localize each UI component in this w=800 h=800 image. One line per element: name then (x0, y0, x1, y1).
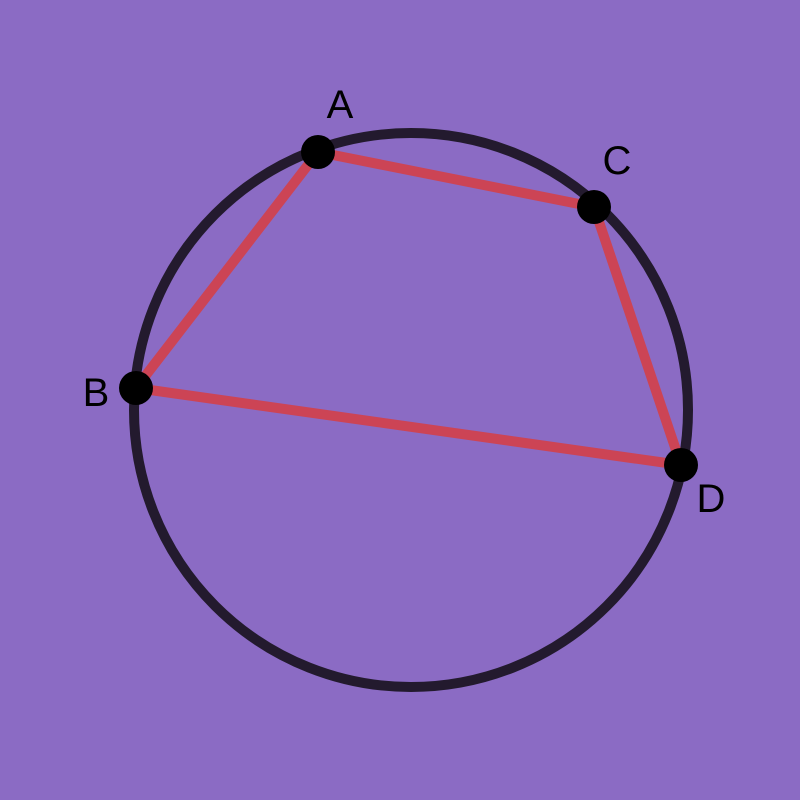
label-a: A (327, 83, 354, 127)
label-b: B (83, 371, 110, 415)
vertex-labels: A B C D (83, 83, 726, 521)
point-b (119, 371, 153, 405)
quadrilateral-edges (131, 147, 686, 470)
point-c (577, 190, 611, 224)
circumscribed-circle (129, 128, 693, 692)
label-d: D (697, 477, 726, 521)
vertices (119, 135, 698, 482)
point-d (664, 448, 698, 482)
edge-b-a (131, 147, 323, 393)
label-c: C (603, 139, 632, 183)
point-a (301, 135, 335, 169)
edge-a-c (313, 147, 599, 212)
edge-c-d (589, 202, 686, 470)
edge-d-b (131, 383, 686, 470)
